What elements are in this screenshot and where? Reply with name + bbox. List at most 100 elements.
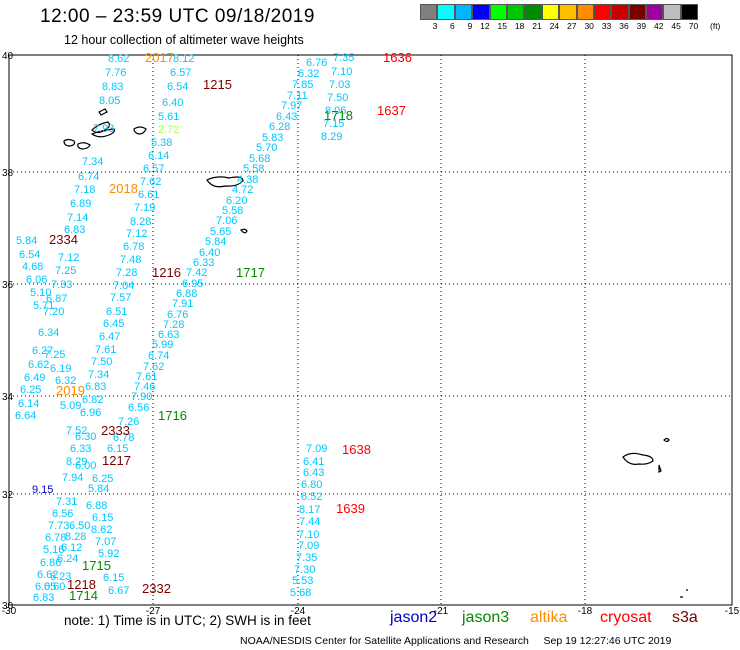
colorbar-cell [559,4,577,20]
wave-height-label: 6.32 [55,375,76,387]
wave-height-label: 6.89 [70,198,91,210]
wave-height-label: 6.23 [50,571,71,583]
pass-time-label: 1716 [158,408,187,423]
colorbar-tick-label: 33 [601,21,612,31]
longitude-tick-label: -21 [434,606,449,617]
wave-height-label: 5.10 [30,287,51,299]
wave-height-label: 9.15 [32,484,53,496]
legend-cryosat: cryosat [600,609,652,626]
colorbar-cell [593,4,612,20]
wave-height-label: 8.05 [99,95,120,107]
wave-height-label: 8.17 [299,504,320,516]
colorbar-tick-label: 15 [497,21,507,31]
wave-height-label: 5.68 [290,587,311,599]
island-porto-santo [663,437,670,443]
latitude-tick-label: 36 [2,280,14,291]
wave-height-label: 6.78 [45,532,66,544]
colorbar-tick-label: 39 [636,21,647,31]
wave-height-label: 2.72 [158,124,179,136]
island-sao-miguel [206,176,244,188]
wave-height-label: 6.25 [20,384,41,396]
wave-height-label: 7.34 [82,156,103,168]
wave-height-label: 5.84 [205,236,226,248]
wave-height-label: 6.54 [19,249,40,261]
wave-height-label: 8.29 [66,456,87,468]
wave-height-label: 5.61 [158,111,179,123]
wave-height-label: 7.10 [298,529,319,541]
wave-height-label: 6.67 [108,585,129,597]
wave-height-label: 6.62 [37,569,58,581]
wave-height-label: 7.35 [296,552,317,564]
wave-height-colorbar [420,4,699,20]
colorbar-unit: (ft) [710,21,721,31]
wave-height-label: 6.40 [199,247,220,259]
legend-jason2: jason2 [390,609,438,626]
wave-height-label: 6.62 [28,359,49,371]
map-subtitle: 12 hour collection of altimeter wave hei… [64,33,304,47]
wave-height-label: 6.43 [303,467,324,479]
colorbar-tick-label: 45 [671,21,681,31]
wave-height-label: 6.43 [276,111,297,123]
pass-time-label: 1215 [203,77,232,92]
wave-height-label: 6.47 [99,331,120,343]
wave-height-label: 7.28 [116,267,137,279]
wave-height-label: 7.50 [91,356,112,368]
wave-height-label: 6.96 [80,407,101,419]
colorbar-tick-label: 24 [549,21,560,31]
legend-jason3: jason3 [462,609,510,626]
wave-height-label: 8.29 [321,131,342,143]
wave-height-label: 6.56 [128,402,149,414]
wave-height-label: 7.33 [51,279,72,291]
wave-height-label: 7.57 [110,292,131,304]
colorbar-cell [541,4,560,20]
latitude-tick-label: 30 [2,601,14,612]
wave-height-label: 5.70 [256,142,277,154]
wave-height-label: 6.15 [92,512,113,524]
wave-height-label: 7.94 [62,472,83,484]
wave-height-label: 7.19 [134,202,155,214]
colorbar-cell [680,4,699,20]
colorbar-cell [472,4,490,20]
island-flores [63,138,76,147]
axis-ticks: -30 -27 -24 -21 -18 -15 40 38 36 34 32 30 [2,51,740,617]
colorbar-tick-label: 21 [532,21,542,31]
wave-height-label: 7.85 [292,79,313,91]
wave-height-label: 6.80 [301,479,322,491]
pass-time-label: 1718 [324,108,353,123]
longitude-tick-label: -30 [2,606,17,617]
wave-height-label: 6.52 [301,491,322,503]
wave-height-label: 7.26 [118,416,139,428]
colorbar-tick-label: 27 [567,21,577,31]
wave-height-label: 7.48 [120,254,141,266]
wave-height-label: 6.61 [138,189,159,201]
map-border [8,54,733,606]
wave-height-label: 6.76 [167,309,188,321]
wave-height-label: 7.97 [281,100,302,112]
wave-height-label: 6.74 [148,350,169,362]
wave-height-label: 7.09 [298,540,319,552]
wave-height-label: 5.09 [60,400,81,412]
wave-height-label: 7.12 [58,252,79,264]
wave-height-label: 7.35 [333,52,354,64]
colorbar-cell [576,4,594,20]
wave-height-label: 6.88 [86,500,107,512]
wave-height-label: 6.83 [64,224,85,236]
island-corvo [77,142,91,150]
wave-height-label: 7.09 [306,443,327,455]
pass-time-label: 2017 [145,50,174,65]
island-selvagens [680,589,688,598]
pass-time-label: 2018 [109,181,138,196]
wave-height-label: 6.30 [75,431,96,443]
wave-height-label: 5.83 [262,132,283,144]
lat-lon-grid [9,55,732,605]
wave-height-labels: 8.627.768.838.057.937.346.747.186.897.14… [15,50,412,604]
wave-height-label: 5.65 [210,226,231,238]
pass-time-label: 2019 [56,383,85,398]
wave-height-label: 6.49 [24,372,45,384]
map-title: 12:00 – 23:59 UTC 09/18/2019 [40,6,315,27]
wave-height-label: 7.30 [294,564,315,576]
wave-height-label: 7.04 [113,280,134,292]
legend-s3a: s3a [672,609,698,626]
legend-altika: altika [530,609,568,626]
wave-height-label: 6.33 [70,443,91,455]
